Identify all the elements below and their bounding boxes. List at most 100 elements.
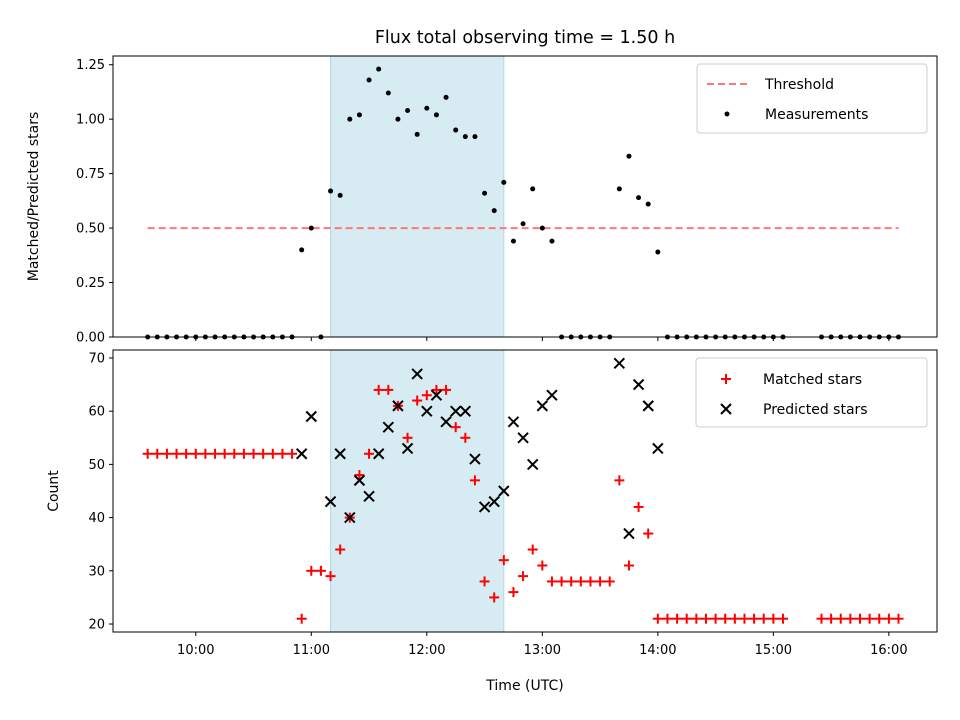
- predicted-star-point: [546, 389, 558, 401]
- measurement-point: [443, 94, 449, 100]
- top-legend-box: [696, 63, 928, 134]
- predicted-star-point: [440, 416, 452, 428]
- measurement-point: [405, 107, 411, 113]
- top-y-axis-label: Matched/Predicted stars: [26, 112, 42, 282]
- measurement-point: [510, 238, 516, 244]
- measurement-point: [385, 90, 391, 96]
- matched-star-point: [287, 448, 298, 459]
- measurement-point: [616, 186, 622, 192]
- measurement-point: [395, 116, 401, 122]
- predicted-star-point: [652, 442, 664, 455]
- matched-star-point: [691, 613, 702, 624]
- matched-star-point: [662, 613, 673, 624]
- measurement-point: [337, 192, 343, 198]
- matched-star-point: [161, 448, 172, 459]
- bottom-axes-frame: [112, 349, 938, 633]
- matched-star-point: [710, 613, 721, 624]
- measurement-point: [424, 105, 430, 111]
- predicted-star-point: [517, 432, 529, 444]
- matched-star-point: [238, 448, 249, 459]
- matched-star-point: [181, 448, 192, 459]
- matched-star-point: [364, 448, 375, 459]
- x-tick-label: 13:00: [524, 643, 561, 658]
- chart-title: Flux total observing time = 1.50 h: [375, 28, 675, 48]
- predicted-star-point: [632, 378, 645, 391]
- matched-star-point: [595, 576, 606, 587]
- measurement-point: [549, 238, 555, 244]
- predicted-star-point: [411, 368, 423, 380]
- top-panel: 0.00 0.25 0.50 0.75 1.00 1.25 Matched/Predict…: [26, 55, 938, 346]
- matched-star-point: [546, 576, 557, 587]
- predicted-star-point: [469, 453, 481, 465]
- matched-star-point: [864, 613, 875, 624]
- bottom-panel: 20 30 40 50 60 70 10:00 11:00 12:00 13:00 14:00 15…: [46, 349, 938, 694]
- matched-star-point: [537, 560, 548, 571]
- predicted-star-point: [478, 501, 491, 513]
- x-tick-label: 11:00: [293, 643, 330, 658]
- legend-matched-swatch: [721, 374, 731, 384]
- measurement-point: [453, 127, 459, 133]
- top-shaded-window: [330, 55, 505, 338]
- measurement-point: [366, 77, 372, 83]
- predicted-star-point: [526, 458, 539, 471]
- y-tick-label: 0.75: [76, 167, 105, 182]
- measurement-point: [347, 116, 353, 122]
- bottom-legend-box: [695, 357, 928, 428]
- measurement-point: [539, 225, 545, 231]
- matched-star-point: [604, 576, 615, 587]
- predicted-star-point: [344, 511, 356, 524]
- matched-star-point: [335, 544, 346, 555]
- matched-star-point: [633, 501, 644, 512]
- matched-star-point: [469, 475, 480, 486]
- top-measurement-points: [145, 66, 901, 340]
- x-tick-label: 12:00: [408, 643, 445, 658]
- predicted-star-point: [324, 495, 337, 508]
- measurement-point: [308, 225, 314, 231]
- matched-star-point: [152, 448, 163, 459]
- matched-star-point: [556, 576, 567, 587]
- matched-star-point: [758, 613, 769, 624]
- predicted-stars-points: [295, 357, 664, 540]
- matched-star-point: [402, 432, 413, 443]
- predicted-star-point: [392, 400, 404, 412]
- matched-star-point: [498, 555, 509, 566]
- matched-star-point: [720, 613, 731, 624]
- predicted-star-point: [295, 448, 308, 460]
- matched-star-point: [508, 587, 519, 598]
- matched-star-point: [652, 613, 663, 624]
- predicted-star-point: [536, 400, 549, 412]
- matched-star-point: [421, 390, 432, 401]
- legend-measurements-swatch: [724, 111, 730, 117]
- matched-star-point: [171, 448, 182, 459]
- measurement-point: [328, 188, 334, 194]
- y-tick-label: 30: [88, 564, 105, 579]
- legend-predicted-swatch: [720, 403, 732, 415]
- matched-star-point: [845, 613, 856, 624]
- matched-star-point: [700, 613, 711, 624]
- matched-stars-points: [142, 384, 904, 624]
- predicted-star-point: [421, 405, 433, 417]
- y-tick-label: 70: [88, 351, 105, 366]
- matched-star-point: [623, 560, 634, 571]
- predicted-star-point: [613, 357, 626, 370]
- predicted-star-point: [382, 421, 395, 433]
- y-tick-label: 0.50: [76, 222, 105, 237]
- matched-star-point: [277, 448, 288, 459]
- measurement-point: [299, 247, 305, 253]
- measurement-point: [356, 112, 362, 118]
- matched-star-point: [450, 422, 461, 433]
- measurement-point: [414, 131, 420, 137]
- predicted-star-point: [305, 410, 318, 423]
- bottom-x-ticks: 10:00 11:00 12:00 13:00 14:00 15:00 16:00: [177, 632, 908, 658]
- matched-star-point: [190, 448, 201, 459]
- measurement-point: [491, 208, 497, 214]
- matched-star-point: [816, 613, 827, 624]
- y-tick-label: 0.25: [76, 276, 105, 291]
- bottom-y-axis-label: Count: [46, 470, 62, 512]
- legend-matched-label: Matched stars: [763, 372, 862, 388]
- matched-star-point: [325, 571, 336, 582]
- predicted-star-point: [401, 442, 414, 455]
- measurement-point: [472, 134, 478, 140]
- matched-star-point: [296, 613, 307, 624]
- measurement-point: [636, 195, 642, 201]
